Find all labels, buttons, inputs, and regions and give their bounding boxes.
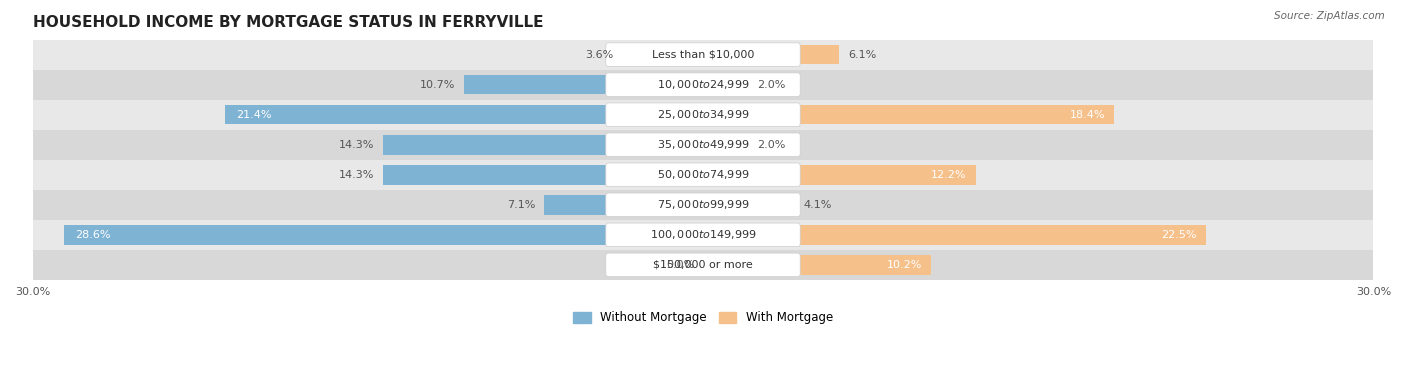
Text: 10.7%: 10.7% [419,80,456,90]
Text: 21.4%: 21.4% [236,110,271,120]
Text: 28.6%: 28.6% [75,230,111,240]
Text: $25,000 to $34,999: $25,000 to $34,999 [657,108,749,121]
Bar [703,45,839,64]
Bar [623,45,703,64]
Bar [32,250,1374,280]
Bar [32,130,1374,160]
Text: $150,000 or more: $150,000 or more [654,260,752,270]
Text: 14.3%: 14.3% [339,140,374,150]
Text: 4.1%: 4.1% [804,200,832,210]
Bar [703,195,794,215]
FancyBboxPatch shape [606,193,800,217]
Text: HOUSEHOLD INCOME BY MORTGAGE STATUS IN FERRYVILLE: HOUSEHOLD INCOME BY MORTGAGE STATUS IN F… [32,15,543,30]
Bar [703,225,1206,245]
Text: 3.6%: 3.6% [585,50,613,60]
Bar [32,220,1374,250]
Text: 12.2%: 12.2% [931,170,967,180]
Text: 18.4%: 18.4% [1070,110,1105,120]
Text: 6.1%: 6.1% [848,50,876,60]
Text: $35,000 to $49,999: $35,000 to $49,999 [657,138,749,151]
Text: 22.5%: 22.5% [1161,230,1197,240]
Bar [544,195,703,215]
Text: $10,000 to $24,999: $10,000 to $24,999 [657,78,749,91]
Bar [703,135,748,155]
FancyBboxPatch shape [606,103,800,127]
Text: 0.0%: 0.0% [666,260,695,270]
Bar [464,75,703,94]
Bar [703,75,748,94]
Text: Source: ZipAtlas.com: Source: ZipAtlas.com [1274,11,1385,21]
Text: 7.1%: 7.1% [508,200,536,210]
FancyBboxPatch shape [606,73,800,97]
Bar [703,165,976,185]
Text: $100,000 to $149,999: $100,000 to $149,999 [650,228,756,241]
Bar [384,135,703,155]
Bar [225,105,703,124]
FancyBboxPatch shape [606,223,800,247]
Text: 2.0%: 2.0% [756,80,785,90]
FancyBboxPatch shape [606,253,800,277]
Bar [32,40,1374,70]
Bar [32,70,1374,100]
Text: $75,000 to $99,999: $75,000 to $99,999 [657,198,749,211]
Text: Less than $10,000: Less than $10,000 [652,50,754,60]
Bar [32,160,1374,190]
Bar [384,165,703,185]
Bar [32,100,1374,130]
Bar [63,225,703,245]
Text: 14.3%: 14.3% [339,170,374,180]
Bar [703,255,931,275]
Text: 10.2%: 10.2% [887,260,922,270]
FancyBboxPatch shape [606,163,800,187]
Text: 2.0%: 2.0% [756,140,785,150]
FancyBboxPatch shape [606,43,800,66]
Text: $50,000 to $74,999: $50,000 to $74,999 [657,168,749,181]
FancyBboxPatch shape [606,133,800,156]
Bar [703,105,1114,124]
Bar [32,190,1374,220]
Legend: Without Mortgage, With Mortgage: Without Mortgage, With Mortgage [568,307,838,329]
